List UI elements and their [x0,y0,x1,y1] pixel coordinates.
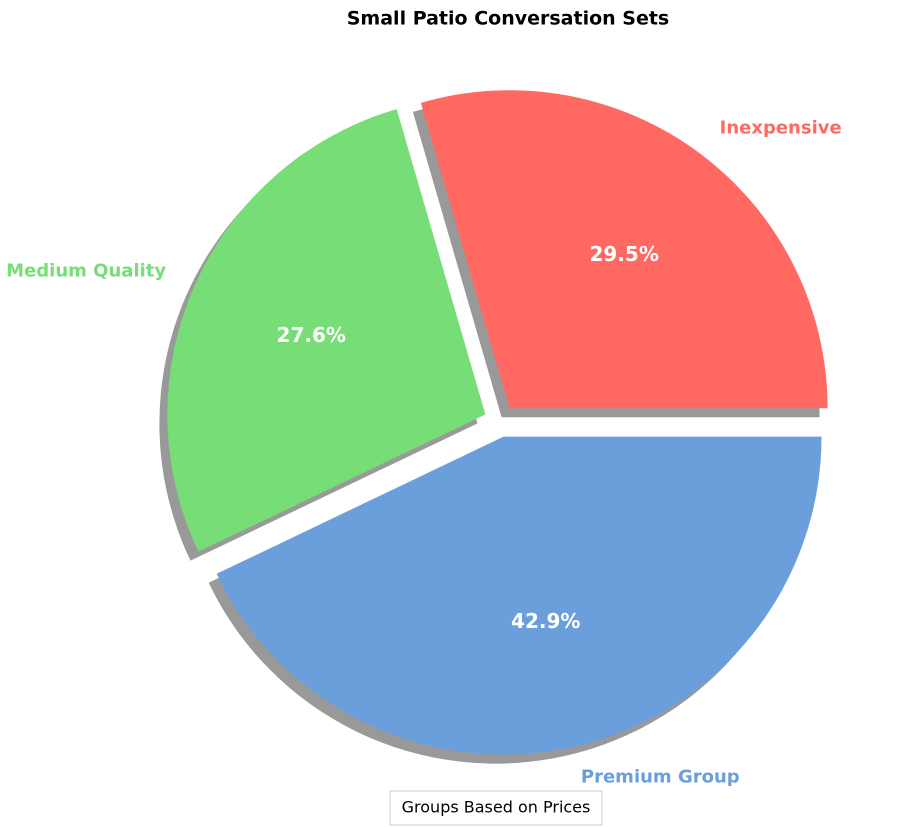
value-label: 27.6% [277,323,346,347]
category-label: Medium Quality [6,261,166,282]
wedges [167,90,828,755]
wedge [167,109,486,552]
wedge [216,436,822,755]
wedge [420,90,828,409]
legend-box [389,790,603,826]
category-label: Inexpensive [720,117,842,138]
value-label: 29.5% [589,242,658,266]
chart-title: Small Patio Conversation Sets [347,8,670,30]
value-label: 42.9% [511,609,580,633]
pie: 29.5% Inexpensive 27.6% Medium Quality 42.9%… [6,90,842,788]
category-label: Premium Group [581,767,740,788]
legend-title: Groups Based on Prices [402,798,591,817]
